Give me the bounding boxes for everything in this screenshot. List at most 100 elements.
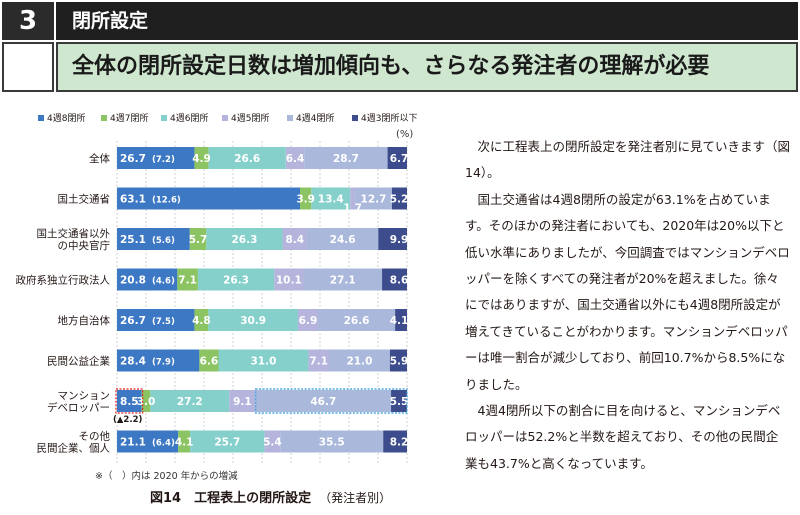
bar-value-label: 6.7 bbox=[390, 153, 409, 165]
bar-segment bbox=[328, 349, 390, 372]
bar-segment bbox=[117, 349, 200, 372]
bar-value-label: 10.1 bbox=[276, 275, 302, 287]
bar-row: 民間公益企業 28.4 (7.9) 6.6 31.0 7.1 21.0 5.9 bbox=[47, 349, 409, 372]
bar-value-label: 6.9 bbox=[299, 315, 318, 327]
bar-value-label: 9.1 bbox=[233, 396, 252, 408]
headline-side-box bbox=[2, 42, 54, 92]
bar-segment bbox=[378, 228, 407, 250]
bar-segment bbox=[141, 390, 151, 412]
bar-value-label: 25.7 bbox=[214, 437, 240, 449]
bar-segment bbox=[199, 349, 219, 372]
bar-value-label: 1.7 bbox=[343, 203, 362, 215]
figure-caption: 図14 工程表上の閉所設定 （発注者別） bbox=[150, 487, 391, 506]
change-label: (7.5) bbox=[152, 317, 175, 327]
bar-value-label: 6.6 bbox=[200, 356, 219, 368]
bar-segment bbox=[177, 268, 198, 291]
bar-segment bbox=[264, 430, 281, 453]
bar-value-label: 20.8 bbox=[120, 275, 146, 287]
paragraph: 国土交通省は4週8閉所の設定が63.1%を占めています。そのほかの発注者において… bbox=[465, 191, 790, 392]
bar-segment bbox=[197, 268, 275, 291]
bar-segment bbox=[178, 430, 191, 453]
bar-segment bbox=[306, 228, 379, 250]
bar-value-label: 5.9 bbox=[390, 356, 409, 368]
bar-segment bbox=[117, 268, 178, 291]
bar-value-label: 35.5 bbox=[319, 437, 345, 449]
bar-value-label: 26.7 bbox=[120, 153, 146, 165]
category-label: 地方自治体 bbox=[58, 314, 111, 327]
caption-subtitle: （発注者別） bbox=[319, 491, 392, 505]
bar-segment bbox=[117, 390, 142, 412]
bar-row: 全体 26.7 (7.2) 4.9 26.6 6.4 28.7 6.7 bbox=[89, 147, 408, 169]
bar-value-label: 3.9 bbox=[296, 194, 315, 206]
category-label: デベロッパー bbox=[47, 401, 110, 414]
bar-segment bbox=[311, 187, 351, 210]
bar-value-label: 25.1 bbox=[120, 234, 146, 246]
bar-value-label: 5.4 bbox=[263, 437, 282, 449]
category-label: マンション bbox=[58, 390, 111, 402]
highlight-box-red bbox=[115, 388, 144, 414]
bar-value-label: 4.1 bbox=[175, 437, 194, 449]
headline: 全体の閉所設定日数は増加傾向も、さらなる発注者の理解が必要 bbox=[56, 42, 798, 92]
bar-value-label: 7.1 bbox=[178, 275, 197, 287]
bar-value-label: 5.7 bbox=[189, 234, 208, 246]
legend-label: 4週8閉所 bbox=[47, 113, 85, 124]
category-label: 民間公益企業 bbox=[47, 355, 110, 368]
bar-segment bbox=[117, 187, 300, 210]
legend-label: 4週6閉所 bbox=[170, 113, 208, 124]
article-body: 次に工程表上の閉所設定を発注者別に見ていきます（図14）。 国土交通省は4週8閉… bbox=[465, 134, 790, 477]
bar-value-label: 5.5 bbox=[390, 396, 409, 408]
bar-value-label: 8.4 bbox=[285, 234, 304, 246]
bar-value-label: 8.5 bbox=[120, 396, 139, 408]
bar-segment bbox=[194, 147, 209, 169]
change-label: (6.4) bbox=[152, 439, 175, 449]
bar-segment bbox=[189, 228, 207, 250]
bar-value-label: 4.8 bbox=[192, 315, 211, 327]
change-label: (5.6) bbox=[152, 236, 175, 246]
bar-segment bbox=[383, 430, 407, 453]
bar-value-label: 13.4 bbox=[318, 194, 344, 206]
bar-value-label: 21.1 bbox=[120, 437, 146, 449]
bar-segment bbox=[389, 349, 407, 372]
bar-segment bbox=[208, 147, 286, 169]
change-label: (7.2) bbox=[152, 155, 175, 165]
section-header: 3 閉所設定 全体の閉所設定日数は増加傾向も、さらなる発注者の理解が必要 bbox=[0, 0, 800, 100]
section-title: 閉所設定 bbox=[56, 2, 798, 40]
change-label: (▲2.2) bbox=[113, 415, 142, 425]
bar-value-label: 4.1 bbox=[390, 315, 409, 327]
bar-value-label: 24.6 bbox=[330, 234, 356, 246]
stacked-bar-chart: 4週8閉所 4週7閉所 4週6閉所 4週5閉所 4週4閉所 4週3閉所以下 (%) 全体 2… bbox=[16, 113, 417, 465]
bar-value-label: 26.3 bbox=[231, 234, 257, 246]
bar-value-label: 26.7 bbox=[120, 315, 146, 327]
paragraph: 次に工程表上の閉所設定を発注者別に見ていきます（図14）。 bbox=[465, 139, 791, 181]
bar-segment bbox=[274, 268, 304, 291]
bar-row: 国土交通省 63.1 (12.6) 3.9 13.41.712.7 5.2 bbox=[58, 187, 408, 215]
chart-rows: 全体 26.7 (7.2) 4.9 26.6 6.4 28.7 6.7 国土交通省 63.1 (12… bbox=[16, 147, 409, 455]
bar-segment bbox=[255, 390, 392, 412]
bar-value-label: 63.1 bbox=[120, 194, 146, 206]
bar-value-label: 8.2 bbox=[390, 437, 409, 449]
bar-segment bbox=[387, 147, 407, 169]
bar-value-label: 26.6 bbox=[344, 315, 370, 327]
bar-segment bbox=[229, 390, 256, 412]
bar-value-label: 31.0 bbox=[250, 356, 276, 368]
bar-segment bbox=[391, 187, 407, 210]
bar-row: マンションデベロッパー 8.53.0 27.2 9.1 46.7 5.5 (▲2.2) bbox=[47, 388, 409, 425]
bar-segment bbox=[303, 268, 383, 291]
category-label: の中央官庁 bbox=[58, 239, 111, 252]
bar-segment bbox=[280, 430, 384, 453]
bar-segment bbox=[299, 187, 312, 210]
change-label: (7.9) bbox=[152, 358, 175, 368]
legend-label: 4週3閉所以下 bbox=[361, 113, 417, 124]
bar-segment bbox=[395, 309, 407, 331]
bar-row: 地方自治体 26.7 (7.5) 4.8 30.9 6.9 26.6 4.1 bbox=[58, 309, 409, 331]
unit-label: (%) bbox=[396, 129, 413, 140]
bar-value-label: 9.9 bbox=[390, 234, 409, 246]
category-label: 政府系独立行政法人 bbox=[16, 274, 111, 287]
bar-segment bbox=[194, 309, 209, 331]
bar-segment bbox=[355, 187, 392, 210]
bar-value-label: 27.2 bbox=[177, 396, 203, 408]
change-label: (4.6) bbox=[152, 277, 175, 287]
caption-title: 図14 工程表上の閉所設定 bbox=[150, 491, 312, 506]
